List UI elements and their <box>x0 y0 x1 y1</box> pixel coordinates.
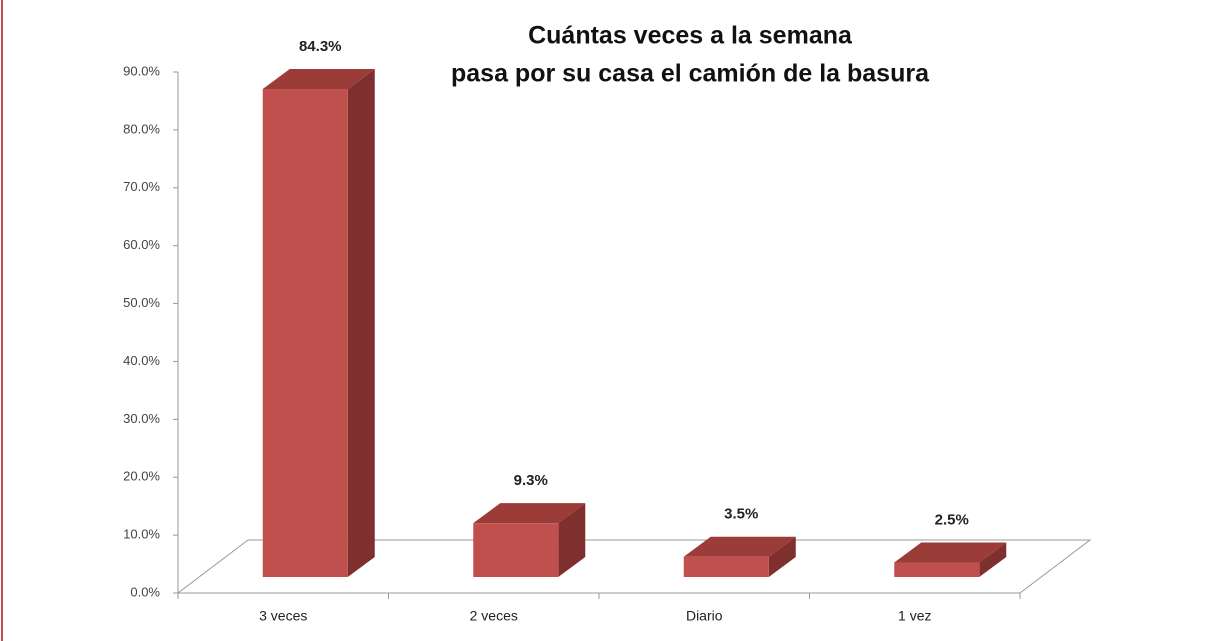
chart-title: Cuántas veces a la semana <box>528 22 853 50</box>
y-tick-label: 0.0% <box>130 584 160 599</box>
bar-top <box>262 68 375 89</box>
y-tick-label: 80.0% <box>123 121 160 136</box>
bar-side <box>768 536 796 577</box>
x-tick-label: Diario <box>686 608 723 624</box>
y-tick-label: 70.0% <box>123 179 160 194</box>
bar-side <box>558 503 586 577</box>
bar-side <box>347 68 375 577</box>
value-label: 3.5% <box>724 506 758 523</box>
y-tick-label: 40.0% <box>123 353 160 368</box>
value-label: 9.3% <box>514 472 548 489</box>
chart-title: pasa por su casa el camión de la basura <box>451 60 930 88</box>
value-label: 84.3% <box>299 38 342 55</box>
bar <box>473 523 559 577</box>
y-tick-label: 60.0% <box>123 237 160 252</box>
bar-side <box>979 542 1007 577</box>
x-tick-label: 1 vez <box>898 608 931 624</box>
bar <box>894 562 980 577</box>
bar-top <box>894 542 1007 563</box>
bar <box>262 88 348 577</box>
bar-top <box>473 503 586 524</box>
y-tick-label: 10.0% <box>123 527 160 542</box>
bar-top <box>683 536 796 557</box>
y-tick-label: 90.0% <box>123 63 160 78</box>
bar <box>683 556 769 577</box>
x-tick-label: 2 veces <box>470 608 518 624</box>
value-label: 2.5% <box>935 511 969 528</box>
y-tick-label: 50.0% <box>123 295 160 310</box>
x-tick-label: 3 veces <box>259 608 307 624</box>
y-tick-label: 30.0% <box>123 411 160 426</box>
y-tick-label: 20.0% <box>123 469 160 484</box>
